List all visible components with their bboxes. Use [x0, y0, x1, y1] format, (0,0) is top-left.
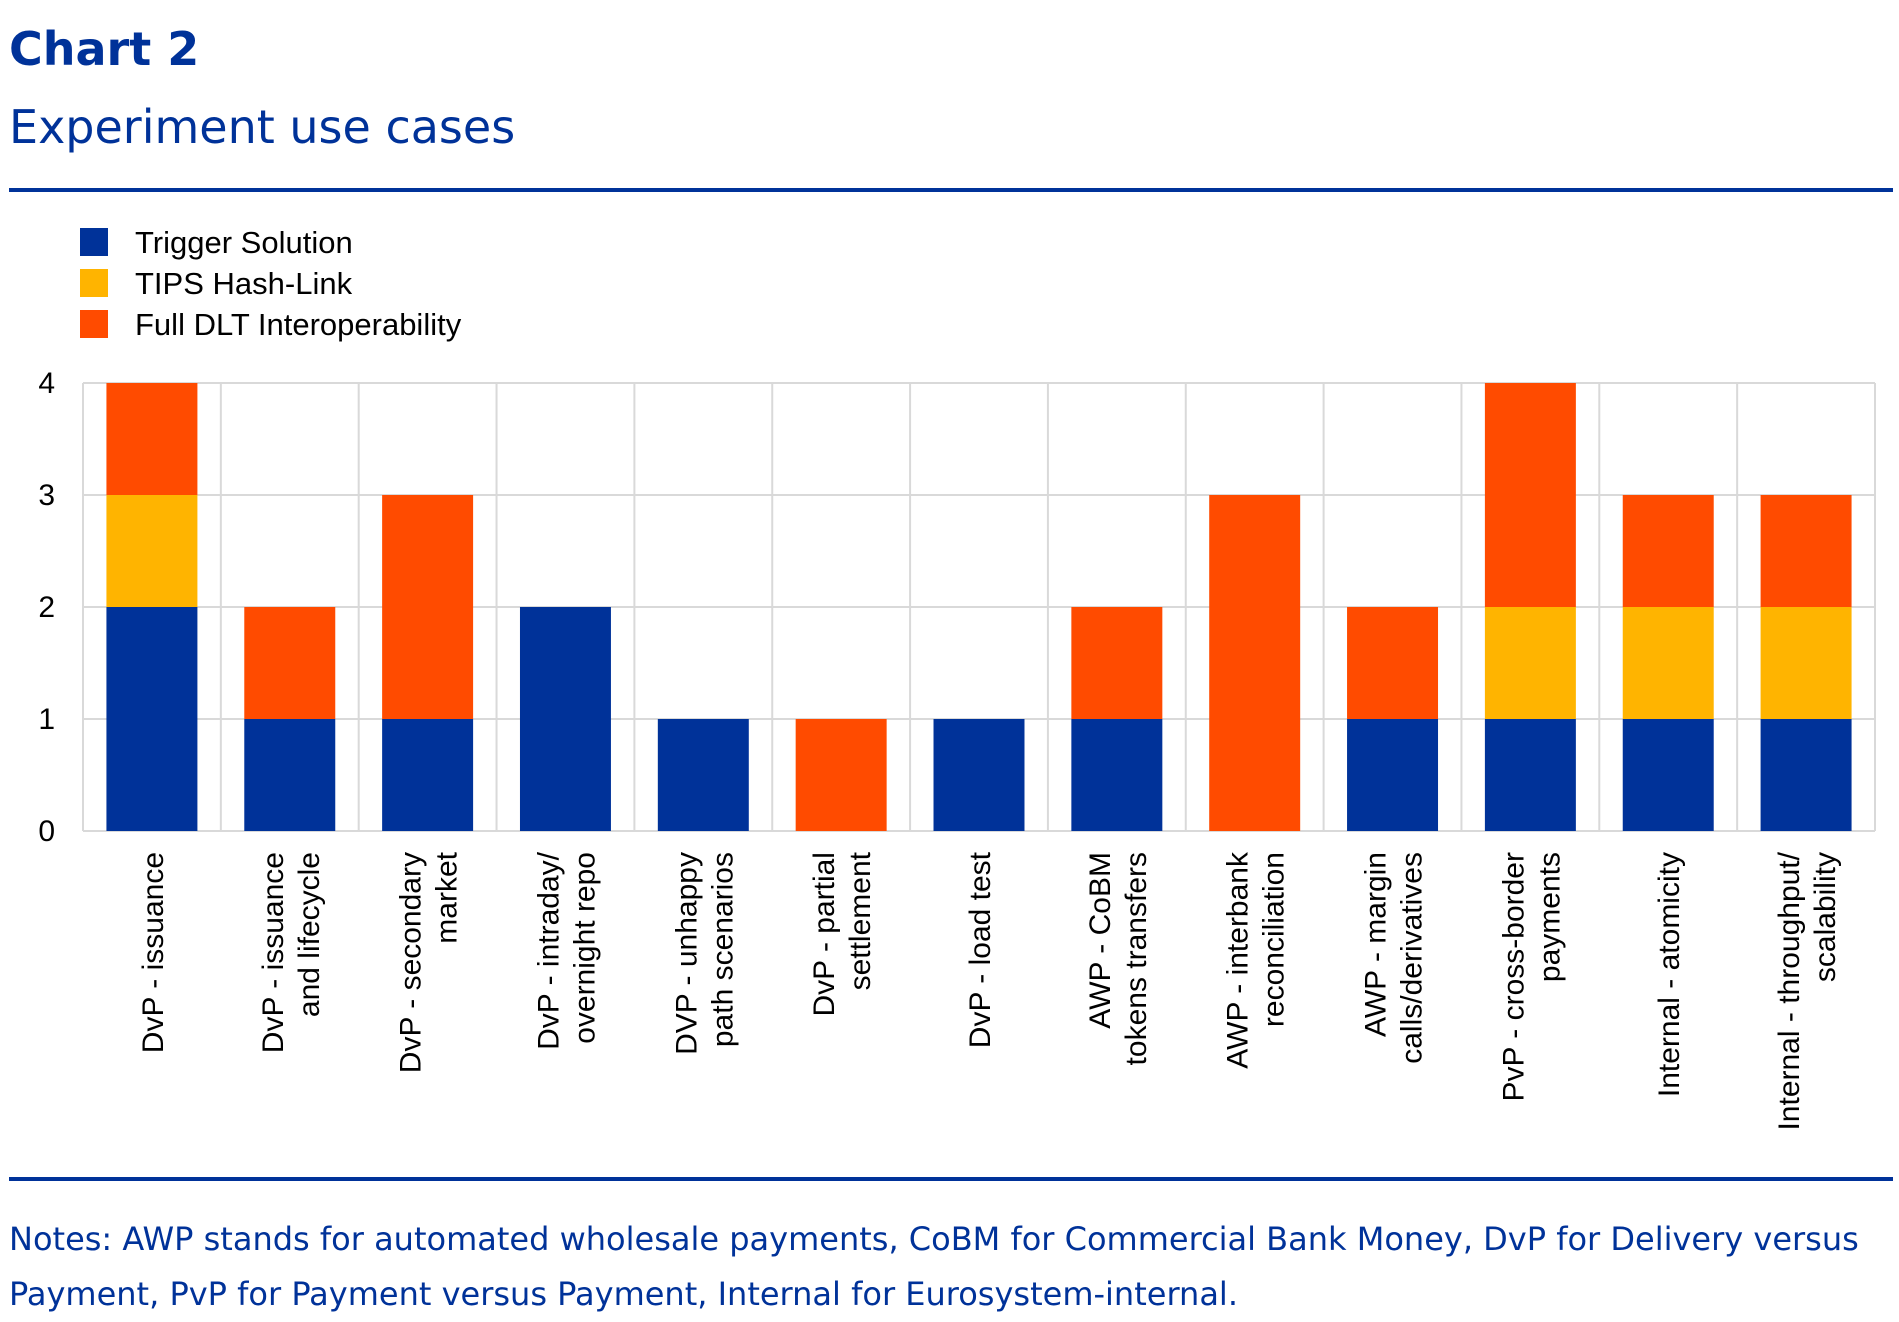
stacked-bar-chart: Trigger Solution TIPS Hash-Link Full DLT I… — [38, 225, 1876, 1131]
bar-segment — [1622, 607, 1714, 719]
bar-segment — [1071, 719, 1163, 831]
x-tick-label: DvP - intraday/ — [532, 851, 565, 1050]
bar-segment — [106, 607, 198, 831]
x-tick-label: PvP - cross-border — [1497, 852, 1530, 1102]
y-tick-label: 3 — [38, 479, 55, 512]
x-tick-label: payments — [1533, 852, 1566, 982]
bar-segment — [1484, 719, 1576, 831]
x-tick-label: AWP - CoBM — [1084, 852, 1117, 1029]
legend-swatch — [80, 310, 108, 338]
bar-segment — [795, 719, 887, 831]
x-tick-label: market — [431, 851, 464, 943]
x-tick-label: Internal - throughput/ — [1773, 851, 1806, 1130]
bar-segment — [519, 607, 611, 831]
legend-label: Full DLT Interoperability — [135, 307, 462, 342]
x-tick-label: DvP - partial — [808, 852, 841, 1017]
x-tick-label: calls/derivatives — [1396, 852, 1429, 1064]
chart-title: Chart 2 — [9, 22, 200, 76]
bar-segment — [106, 495, 198, 607]
x-tick-label: DvP - issuance — [257, 852, 290, 1053]
bar-segment — [1347, 719, 1439, 831]
y-tick-label: 0 — [38, 815, 55, 848]
bar-segment — [1484, 383, 1576, 607]
x-tick-label: scalability — [1809, 852, 1842, 982]
x-tick-label: and lifecycle — [293, 852, 326, 1017]
top-divider — [9, 188, 1893, 192]
bar-segment — [1484, 607, 1576, 719]
x-tick-label: AWP - interbank — [1222, 851, 1255, 1069]
bar-segment — [244, 719, 336, 831]
chart-notes: Notes: AWP stands for automated wholesal… — [9, 1220, 1859, 1313]
bar-segment — [244, 607, 336, 719]
legend-swatch — [80, 228, 108, 256]
x-tick-label: DvP - load test — [964, 851, 997, 1048]
bottom-divider — [9, 1177, 1893, 1181]
x-tick-label: DvP - secondary — [395, 852, 428, 1073]
chart-subtitle: Experiment use cases — [9, 100, 516, 154]
x-tick-label: Internal - atomicity — [1653, 852, 1686, 1097]
legend-swatch — [80, 269, 108, 297]
legend-label: TIPS Hash-Link — [135, 266, 353, 301]
legend-label: Trigger Solution — [135, 225, 353, 260]
x-tick-label: AWP - margin — [1360, 852, 1393, 1037]
bar-segment — [1760, 719, 1852, 831]
bar-segment — [382, 719, 474, 831]
bar-segment — [382, 495, 474, 719]
bar-segment — [657, 719, 749, 831]
x-tick-label: settlement — [844, 851, 877, 990]
x-tick-label: tokens transfers — [1120, 852, 1153, 1065]
x-tick-label: path scenarios — [706, 852, 739, 1047]
bar-segment — [1760, 607, 1852, 719]
bar-segment — [933, 719, 1025, 831]
x-tick-label: overnight repo — [568, 852, 601, 1044]
bar-segment — [1760, 495, 1852, 607]
y-tick-label: 4 — [38, 367, 55, 400]
bar-segment — [1209, 495, 1301, 831]
bar-segment — [1071, 607, 1163, 719]
bar-segment — [1347, 607, 1439, 719]
y-tick-label: 1 — [38, 703, 55, 736]
bar-segment — [1622, 495, 1714, 607]
y-tick-label: 2 — [38, 591, 55, 624]
x-tick-label: reconciliation — [1258, 852, 1291, 1027]
x-tick-label: DvP - issuance — [137, 852, 170, 1053]
bar-segment — [106, 383, 198, 495]
x-tick-label: DVP - unhappy — [670, 852, 703, 1055]
bar-segment — [1622, 719, 1714, 831]
